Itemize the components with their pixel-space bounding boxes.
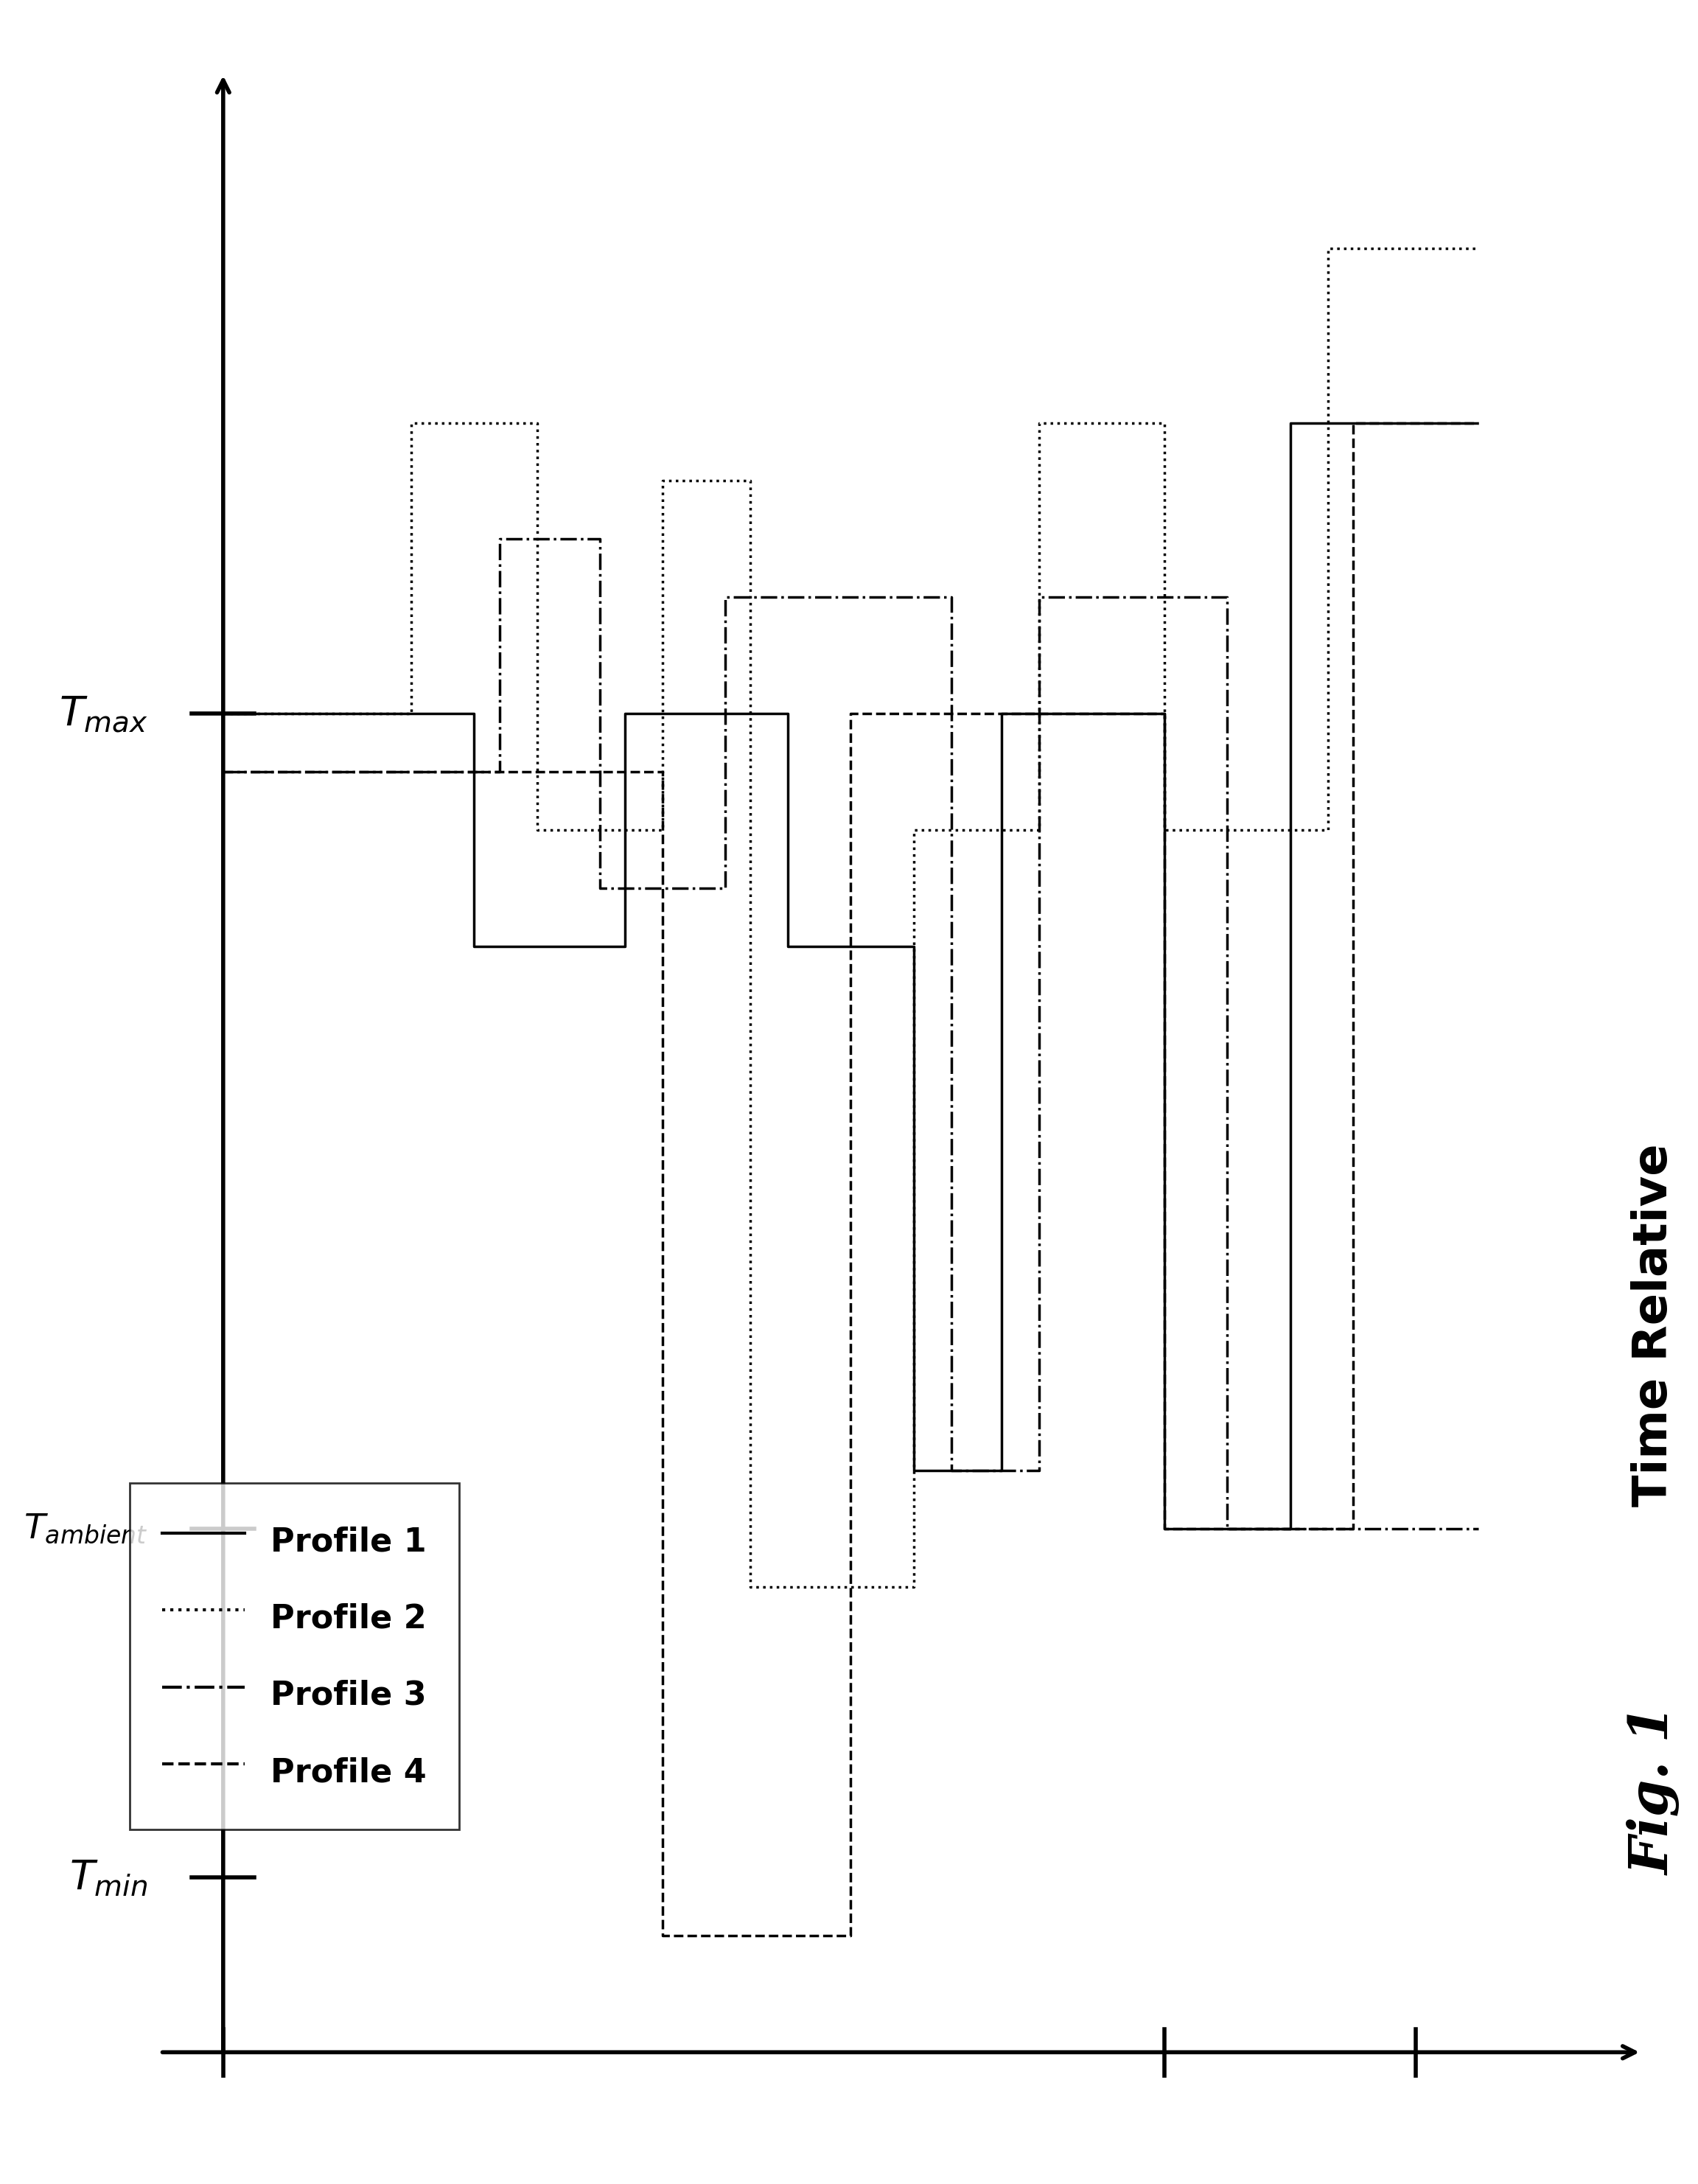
Profile 3 xyxy=(1217,1516,1238,1542)
Profile 1 xyxy=(1280,1516,1301,1542)
Profile 4 xyxy=(212,758,233,784)
Profile 4 xyxy=(1343,1516,1363,1542)
Profile 3 xyxy=(1029,1457,1049,1483)
Profile 1 xyxy=(903,933,924,959)
Profile 4 xyxy=(1155,1516,1175,1542)
Legend: Profile 1, Profile 2, Profile 3, Profile 4: Profile 1, Profile 2, Profile 3, Profile… xyxy=(129,1483,460,1830)
Profile 2 xyxy=(526,411,547,437)
Profile 1 xyxy=(615,701,635,727)
Profile 3 xyxy=(1217,585,1238,612)
Profile 3 xyxy=(212,758,233,784)
Profile 4 xyxy=(652,758,672,784)
Profile 2 xyxy=(740,467,761,494)
Profile 2 xyxy=(740,1572,761,1599)
Profile 2 xyxy=(903,1572,924,1599)
Profile 2 xyxy=(1029,817,1049,843)
Profile 2 xyxy=(401,411,421,437)
Profile 3 xyxy=(589,526,610,553)
Profile 4 xyxy=(1343,411,1363,437)
Profile 2 xyxy=(526,817,547,843)
Profile 3 xyxy=(941,585,961,612)
Profile 1 xyxy=(464,701,484,727)
Profile 2 xyxy=(652,817,672,843)
Line: Profile 2: Profile 2 xyxy=(222,249,1479,1586)
Profile 1 xyxy=(992,701,1012,727)
Profile 1 xyxy=(615,933,635,959)
Text: $T_{max}$: $T_{max}$ xyxy=(59,695,148,734)
Profile 1 xyxy=(992,1457,1012,1483)
Profile 1 xyxy=(1469,411,1489,437)
Profile 3 xyxy=(489,758,509,784)
Profile 4 xyxy=(841,1922,861,1948)
Profile 3 xyxy=(715,876,735,902)
Line: Profile 1: Profile 1 xyxy=(222,424,1479,1529)
Text: $T_{min}$: $T_{min}$ xyxy=(70,1856,148,1898)
Profile 3 xyxy=(1029,585,1049,612)
Profile 1 xyxy=(778,701,798,727)
Profile 3 xyxy=(941,1457,961,1483)
Profile 3 xyxy=(589,876,610,902)
Profile 2 xyxy=(652,467,672,494)
Profile 1 xyxy=(464,933,484,959)
Profile 1 xyxy=(1155,1516,1175,1542)
Profile 4 xyxy=(1155,701,1175,727)
Profile 1 xyxy=(212,701,233,727)
Profile 3 xyxy=(1469,1516,1489,1542)
Line: Profile 4: Profile 4 xyxy=(222,424,1479,1935)
Profile 1 xyxy=(778,933,798,959)
Profile 4 xyxy=(1469,411,1489,437)
Line: Profile 3: Profile 3 xyxy=(222,539,1479,1529)
Profile 4 xyxy=(841,701,861,727)
Text: Time Relative: Time Relative xyxy=(1632,1142,1678,1507)
Text: $T_{ambient}$: $T_{ambient}$ xyxy=(24,1511,148,1546)
Profile 1 xyxy=(1155,701,1175,727)
Profile 1 xyxy=(903,1457,924,1483)
Profile 2 xyxy=(1469,236,1489,262)
Profile 2 xyxy=(401,701,421,727)
Profile 2 xyxy=(1318,817,1338,843)
Profile 3 xyxy=(715,585,735,612)
Profile 2 xyxy=(1318,236,1338,262)
Profile 2 xyxy=(903,817,924,843)
Text: Fig. 1: Fig. 1 xyxy=(1628,1706,1681,1876)
Profile 3 xyxy=(489,526,509,553)
Profile 2 xyxy=(212,701,233,727)
Profile 2 xyxy=(1155,411,1175,437)
Profile 2 xyxy=(1029,411,1049,437)
Profile 4 xyxy=(652,1922,672,1948)
Profile 1 xyxy=(1280,411,1301,437)
Profile 2 xyxy=(1155,817,1175,843)
